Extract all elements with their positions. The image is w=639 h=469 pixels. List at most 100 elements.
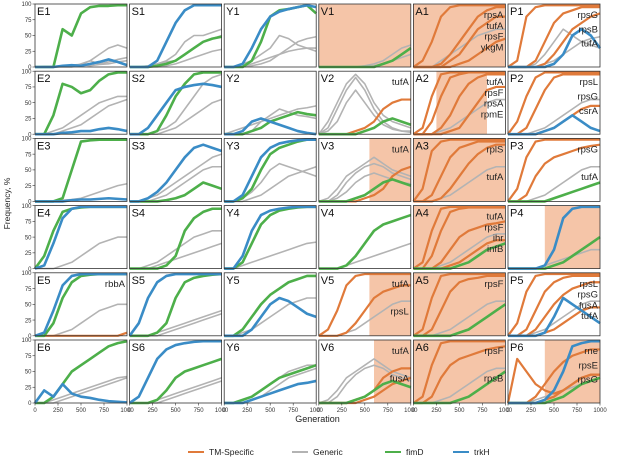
x-tick-label: 500 (171, 408, 182, 414)
fimD-line (35, 339, 128, 405)
shaded-region (413, 340, 506, 403)
panel-border (412, 3, 506, 68)
panel-border (507, 205, 601, 270)
panel-label: P3 (510, 140, 523, 152)
panel-label: A3 (415, 140, 428, 152)
y-tick-label: 100 (21, 69, 32, 75)
panel-e3: E3 0 25 50 75 100 (21, 137, 128, 206)
panel-label: V2 (321, 73, 334, 85)
gene-label: csrA (579, 106, 599, 117)
shaded-region (369, 272, 411, 336)
y-tick-label: 75 (25, 18, 32, 24)
x-tick-label: 750 (383, 408, 394, 414)
panel-border (223, 70, 317, 135)
panel-border (223, 272, 317, 337)
generic-line (318, 76, 411, 135)
gene-label: rpsG (577, 92, 598, 103)
generic-line (35, 375, 128, 404)
shaded-region (413, 4, 506, 67)
panel-label: Y2 (226, 73, 239, 85)
panel-v3: V3 tufA (318, 137, 412, 203)
shaded-region (318, 4, 411, 67)
trkH-line (34, 205, 127, 270)
panel-y4: Y4 (223, 205, 317, 270)
panel-label: P6 (510, 342, 523, 354)
gene-label: rpsF (484, 346, 503, 357)
x-tick-label: 0 (223, 408, 227, 414)
y-tick-label: 0 (28, 65, 32, 71)
y-tick-label: 25 (25, 184, 32, 190)
panel-label: Y4 (226, 208, 239, 220)
x-tick-label: 0 (128, 408, 132, 414)
panel-label: E1 (37, 6, 50, 18)
generic-line (318, 364, 412, 404)
gene-label: rpsG (577, 144, 598, 155)
panel-p2: P2 rpsL rpsG csrA (507, 70, 601, 136)
y-tick-label: 25 (25, 385, 32, 391)
panel-label: Y1 (226, 6, 239, 18)
panel-label: A1 (415, 6, 428, 18)
panel-p4: P4 (507, 205, 601, 270)
gene-label: rpsF (484, 279, 503, 290)
shaded-region (544, 205, 600, 269)
panel-v2: V2 tufA (318, 70, 412, 136)
gene-label: rpsA (484, 10, 504, 21)
x-tick-label: 0 (412, 408, 416, 414)
x-tick-label: 250 (526, 408, 537, 414)
panel-label: A2 (415, 73, 428, 85)
panel-s3: S3 (129, 137, 223, 203)
tm-specific-line (412, 4, 506, 68)
gene-label: rpsL (390, 306, 408, 317)
panel-label: V5 (321, 275, 334, 287)
gene-label: tufA (392, 279, 410, 290)
gene-label: infB (487, 244, 503, 255)
panel-border (129, 3, 223, 68)
gene-label: tufA (392, 144, 410, 155)
gene-label: tufA (486, 172, 504, 183)
panel-v6: V6 tufA fusA 0 250 500 750 1000 (317, 339, 418, 414)
gene-label: rpsF (484, 32, 503, 43)
trkH-line (34, 272, 127, 338)
panel-border (129, 205, 223, 270)
panel-s5: S5 (128, 272, 223, 338)
panel-background (35, 340, 127, 403)
y-tick-label: 75 (25, 85, 32, 91)
y-axis-title: Frequency, % (2, 177, 12, 229)
trkH-line (224, 138, 317, 203)
panel-border (507, 272, 601, 337)
generic-line (318, 358, 412, 404)
y-tick-label: 25 (25, 318, 32, 324)
gene-label: tufA (392, 346, 410, 357)
gene-label: rpsG (577, 10, 598, 21)
x-tick-label: 500 (265, 408, 276, 414)
trkH-line (129, 82, 222, 136)
panel-label: E3 (37, 140, 50, 152)
tm-specific-line (507, 138, 600, 203)
x-tick-label: 750 (477, 408, 488, 414)
gene-label: fusA (390, 374, 410, 385)
generic-line (223, 105, 317, 135)
legend: TM-Specific Generic fimD trkH (188, 447, 490, 457)
panel-label: S1 (132, 6, 145, 18)
tm-specific-line (508, 73, 600, 136)
panel-border (318, 137, 412, 202)
panel-border (507, 3, 601, 68)
trkH-line (224, 3, 317, 69)
y-tick-label: 50 (25, 235, 32, 241)
panel-label: S6 (132, 342, 145, 354)
panel-border (412, 137, 506, 202)
y-tick-label: 100 (21, 137, 32, 143)
gene-label: rpmE (481, 109, 504, 120)
panel-label: S5 (132, 275, 145, 287)
gene-label: rpsE (578, 360, 598, 371)
x-tick-label: 750 (572, 408, 583, 414)
gene-label: tufA (486, 212, 504, 223)
panel-label: S3 (132, 140, 145, 152)
panel-label: P2 (510, 73, 523, 85)
y-tick-label: 100 (21, 2, 32, 8)
panel-border (223, 205, 317, 270)
tm-specific-line (507, 71, 600, 135)
tm-specific-line (413, 345, 506, 405)
